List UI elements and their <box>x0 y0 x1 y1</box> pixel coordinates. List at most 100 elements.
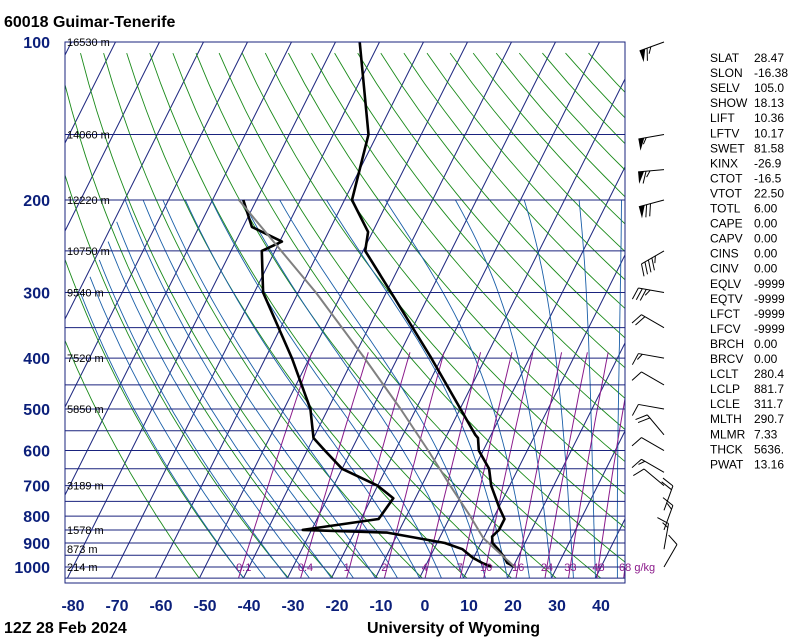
moist-adiabat-line <box>89 276 266 579</box>
index-value: 881.7 <box>754 382 784 396</box>
wind-barb <box>631 371 665 386</box>
height-label: 5850 m <box>67 404 104 416</box>
sounding-lines <box>238 42 516 569</box>
dry-adiabat-line <box>380 52 625 339</box>
height-label: 9540 m <box>67 287 104 299</box>
barb-pennant <box>638 137 645 151</box>
temperature-tick-label: -60 <box>149 598 172 615</box>
moist-adiabat-line <box>523 199 574 579</box>
barb-feather <box>631 458 642 469</box>
index-value: 81.58 <box>754 141 784 155</box>
data-source: University of Wyoming <box>367 620 540 637</box>
dry-adiabat-line <box>218 52 625 563</box>
isotherm-line <box>65 42 161 233</box>
dry-adiabat-line <box>195 52 601 579</box>
dry-adiabat-line <box>65 82 334 579</box>
isotherm-line <box>65 42 293 497</box>
isotherm-line <box>65 42 117 145</box>
index-name: MLTH <box>710 412 742 426</box>
barb-staff <box>638 287 665 293</box>
isotherm-line <box>242 42 513 579</box>
temperature-tick-label: 0 <box>421 598 430 615</box>
barb-feather <box>647 259 652 273</box>
barb-feather <box>631 404 639 416</box>
barb-feather <box>631 371 642 381</box>
index-name: MLMR <box>710 427 746 441</box>
barb-feather <box>631 287 639 300</box>
wind-barb <box>663 534 678 568</box>
moist-adiabat-line <box>162 199 398 579</box>
index-name: LCLP <box>710 382 740 396</box>
mixing-ratio-label: 1 <box>344 562 350 574</box>
height-label: 7520 m <box>67 353 104 365</box>
barb-feather <box>649 203 651 217</box>
index-value: 0.00 <box>754 262 778 276</box>
index-value: 0.00 <box>754 352 778 366</box>
dry-adiabat-line <box>403 52 625 310</box>
mixing-ratio-label: 16 <box>512 562 524 574</box>
height-label: 14060 m <box>67 129 110 141</box>
height-label: 1578 m <box>67 525 104 537</box>
moist-adiabat-line <box>98 259 288 579</box>
height-label: 10750 m <box>67 246 110 258</box>
dry-adiabat-line <box>80 52 379 579</box>
barb-feather <box>662 477 674 487</box>
barb-pennant <box>639 48 646 63</box>
barb-feather <box>635 414 648 420</box>
temperature-tick-label: 20 <box>504 598 522 615</box>
height-label: 16530 m <box>67 37 110 49</box>
plot-frame <box>64 41 626 584</box>
index-name: VTOT <box>710 186 742 200</box>
barb-feather <box>631 314 642 324</box>
index-name: CAPE <box>710 217 743 231</box>
moist-adiabat-line <box>455 199 552 579</box>
index-name: SLON <box>710 66 743 80</box>
wind-barb <box>639 41 665 63</box>
wind-barb <box>638 133 665 151</box>
index-value: 0.00 <box>754 217 778 231</box>
pressure-tick-label: 900 <box>23 536 50 553</box>
mixing-ratio-label: 68 g/kg <box>619 562 655 574</box>
pressure-tick-label: 200 <box>23 193 50 210</box>
pressure-tick-label: 1000 <box>14 560 50 577</box>
barb-feather <box>662 522 669 528</box>
wind-barb <box>631 458 665 473</box>
barb-staff <box>638 403 665 410</box>
dry-adiabat-line <box>241 52 625 529</box>
index-name: LFCV <box>710 322 741 336</box>
barb-staff <box>641 371 665 386</box>
barb-pennant <box>638 171 645 184</box>
index-value: 105.0 <box>754 81 784 95</box>
height-label: 3189 m <box>67 481 104 493</box>
mixing-ratio-labels: 0.1 0.4 1 2 4 7 10 16 24 33 48 68 g/kg <box>236 562 655 574</box>
dry-adiabat-line <box>103 52 423 579</box>
moist-adiabat-line <box>326 199 508 579</box>
moist-adiabat-line <box>142 199 376 579</box>
mixing-ratio-label: 33 <box>564 562 576 574</box>
barb-feather <box>644 289 651 296</box>
index-value: -26.9 <box>754 156 782 170</box>
mixing-ratio-label: 4 <box>422 562 428 574</box>
index-value: 5636. <box>754 442 784 456</box>
index-name: CINS <box>710 247 739 261</box>
moist-adiabat-line <box>279 199 486 579</box>
barb-feather <box>644 261 648 275</box>
barb-feather <box>648 46 652 54</box>
index-name: EQLV <box>710 277 741 291</box>
index-name: TOTL <box>710 202 741 216</box>
index-value: 22.50 <box>754 186 784 200</box>
barb-feather <box>642 137 647 145</box>
pressure-tick-label: 700 <box>23 479 50 496</box>
isotherm-line <box>154 42 425 579</box>
barb-staff <box>663 523 670 550</box>
index-name: SELV <box>710 81 740 95</box>
isotherm-line <box>66 42 337 579</box>
moist-adiabat-line <box>116 221 332 579</box>
pressure-tick-label: 400 <box>23 351 50 368</box>
dry-adiabat-line <box>288 52 625 463</box>
barb-feather <box>646 170 651 178</box>
moist-adiabat-line <box>616 199 622 579</box>
barb-staff <box>646 414 665 436</box>
barb-feather <box>642 171 647 184</box>
